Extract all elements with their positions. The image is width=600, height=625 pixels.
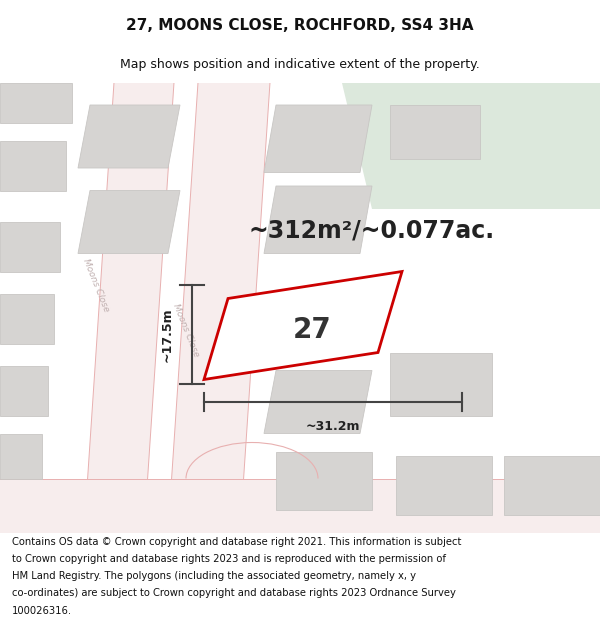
Polygon shape <box>264 105 372 172</box>
Polygon shape <box>0 366 48 416</box>
Polygon shape <box>390 352 492 416</box>
Text: ~312m²/~0.077ac.: ~312m²/~0.077ac. <box>249 219 495 243</box>
Text: to Crown copyright and database rights 2023 and is reproduced with the permissio: to Crown copyright and database rights 2… <box>12 554 446 564</box>
Polygon shape <box>168 82 270 532</box>
Bar <box>0 479 600 532</box>
Text: Moons Close: Moons Close <box>81 257 111 313</box>
Polygon shape <box>0 222 60 271</box>
Text: Contains OS data © Crown copyright and database right 2021. This information is : Contains OS data © Crown copyright and d… <box>12 537 461 547</box>
Polygon shape <box>390 105 480 159</box>
Text: ~31.2m: ~31.2m <box>306 420 360 433</box>
Polygon shape <box>204 271 402 379</box>
Polygon shape <box>264 371 372 434</box>
Text: co-ordinates) are subject to Crown copyright and database rights 2023 Ordnance S: co-ordinates) are subject to Crown copyr… <box>12 589 456 599</box>
Polygon shape <box>342 82 600 209</box>
Text: Map shows position and indicative extent of the property.: Map shows position and indicative extent… <box>120 58 480 71</box>
Polygon shape <box>0 294 54 344</box>
Text: 27, MOONS CLOSE, ROCHFORD, SS4 3HA: 27, MOONS CLOSE, ROCHFORD, SS4 3HA <box>126 18 474 33</box>
Text: ~17.5m: ~17.5m <box>161 307 174 362</box>
Text: 100026316.: 100026316. <box>12 606 72 616</box>
Text: Moons Close: Moons Close <box>171 302 201 358</box>
Polygon shape <box>0 82 72 123</box>
Text: 27: 27 <box>293 316 331 344</box>
Text: HM Land Registry. The polygons (including the associated geometry, namely x, y: HM Land Registry. The polygons (includin… <box>12 571 416 581</box>
Polygon shape <box>0 434 42 479</box>
Polygon shape <box>0 141 66 191</box>
Polygon shape <box>396 456 492 514</box>
Polygon shape <box>264 186 372 254</box>
Polygon shape <box>78 105 180 168</box>
Polygon shape <box>78 191 180 254</box>
Polygon shape <box>276 451 372 510</box>
Polygon shape <box>504 456 600 514</box>
Polygon shape <box>84 82 174 532</box>
